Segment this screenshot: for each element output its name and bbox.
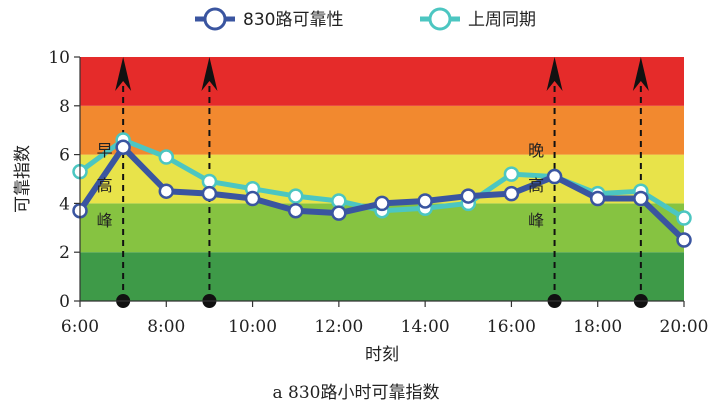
legend-item-1: 上周同期 (420, 7, 536, 31)
peak-arrowhead-3 (632, 57, 649, 91)
series-0-point-4 (244, 190, 261, 207)
band-0 (80, 252, 684, 301)
series-0-point-7 (374, 195, 390, 212)
band-3 (80, 105, 684, 155)
y-tick-label-3: 6 (59, 146, 70, 166)
peak-annotations: 早高峰 晚高峰 (94, 142, 544, 228)
y-axis-title: 可靠指数 (13, 145, 33, 213)
x-tick-label-4: 14:00 (401, 317, 450, 337)
legend-swatch-marker-1 (428, 7, 452, 31)
series-0-point-3 (201, 185, 218, 202)
series-1-point-5 (287, 188, 304, 204)
x-tick-label-1: 8:00 (147, 317, 185, 337)
axes: 0 2 4 6 8 10 6:00 8:00 10:00 12:00 14:00 16:00 18:00… (13, 48, 709, 365)
peak-arrowhead-2 (546, 57, 563, 91)
series-0-point-5 (287, 202, 304, 219)
series-0-point-2 (158, 183, 175, 199)
band-4 (80, 57, 684, 106)
peak-arrowhead-0 (115, 57, 132, 91)
x-tick-label-6: 18:00 (573, 317, 622, 337)
x-tick-label-2: 10:00 (228, 317, 277, 337)
y-tick-label-5: 10 (48, 48, 70, 68)
x-tick-label-0: 6:00 (61, 317, 99, 337)
y-tick-label-2: 4 (59, 194, 70, 214)
data-series (72, 132, 692, 248)
series-1-point-2 (158, 149, 175, 165)
x-axis-title: 时刻 (365, 345, 399, 365)
legend-item-0: 830路可靠性 (195, 7, 343, 31)
legend: 830路可靠性 上周同期 (195, 7, 536, 31)
x-tick-label-5: 16:00 (487, 317, 536, 337)
x-tick-label-3: 12:00 (314, 317, 363, 337)
annotation-1: 晚高峰 (525, 142, 544, 228)
y-tick-label-1: 2 (59, 243, 70, 263)
series-0-point-12 (589, 190, 606, 207)
series-0-point-8 (417, 193, 433, 209)
series-1-point-14 (676, 210, 692, 226)
reliability-bands (80, 57, 684, 301)
series-0-point-14 (676, 232, 692, 248)
series-0-point-11 (546, 168, 563, 185)
series-0-point-10 (503, 185, 520, 202)
series-0-point-13 (633, 190, 649, 207)
chart-caption: a 830路小时可靠指数 (273, 383, 440, 403)
x-tick-label-7: 20:00 (660, 317, 709, 337)
series-0-point-1 (115, 139, 131, 156)
legend-swatch-marker-0 (203, 7, 227, 31)
series-1-point-10 (503, 166, 520, 182)
series-0-point-6 (331, 205, 347, 221)
legend-label-0: 830路可靠性 (243, 10, 343, 30)
annotation-0: 早高峰 (94, 142, 113, 228)
y-tick-label-4: 8 (59, 97, 70, 117)
legend-label-1: 上周同期 (468, 10, 536, 30)
y-tick-label-0: 0 (59, 292, 70, 312)
peak-arrowhead-1 (201, 57, 218, 91)
series-0-point-9 (460, 188, 477, 204)
